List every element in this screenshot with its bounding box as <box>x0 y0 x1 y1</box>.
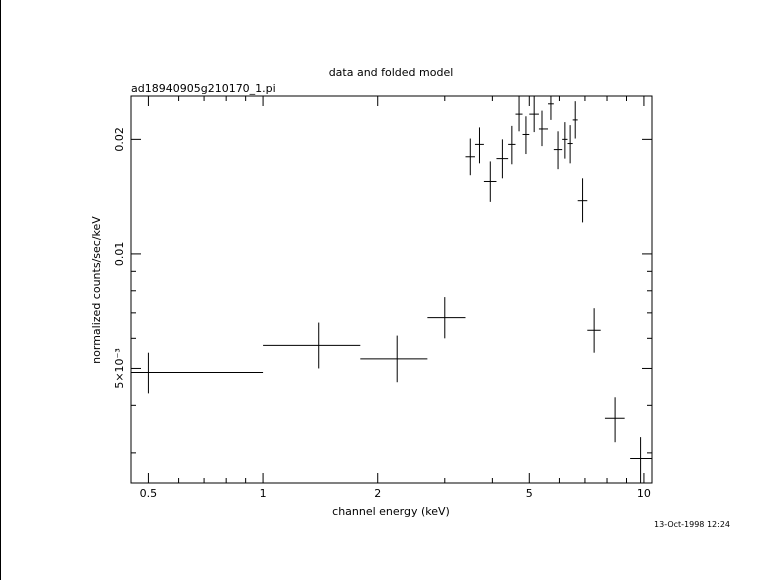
data-point <box>427 297 466 339</box>
plot-frame <box>130 95 653 484</box>
data-point <box>553 131 563 170</box>
data-point <box>496 139 509 179</box>
data-point <box>465 138 475 176</box>
x-tick-label: 10 <box>637 487 651 500</box>
data-point <box>548 96 554 120</box>
x-tick-label: 0.5 <box>140 487 158 500</box>
chart-title: data and folded model <box>329 66 454 79</box>
data-point <box>604 397 625 443</box>
y-tick-label: 0.02 <box>113 127 126 152</box>
window-left-edge <box>0 0 1 580</box>
data-point <box>630 437 652 483</box>
x-axis: 0.5 1 2 5 10 <box>140 96 651 500</box>
timestamp: 13-Oct-1998 12:24 <box>654 520 730 529</box>
data-point <box>515 96 523 132</box>
data-point <box>567 125 573 164</box>
data-point <box>263 322 361 369</box>
y-tick-label: 0.01 <box>113 242 126 267</box>
data-point <box>360 335 428 383</box>
x-axis-label: channel energy (keV) <box>332 505 450 518</box>
data-point <box>562 122 568 159</box>
data-point <box>538 110 549 147</box>
data-point <box>577 178 588 223</box>
data-point <box>131 352 264 394</box>
data-point <box>529 96 539 133</box>
y-axis-label: normalized counts/sec/keV <box>90 216 103 364</box>
y-axis: 5×10⁻³ 0.01 0.02 <box>113 127 652 454</box>
data-series <box>131 96 652 483</box>
data-point <box>572 101 578 139</box>
data-point <box>587 308 601 353</box>
data-point <box>474 127 484 164</box>
y-tick-label: 5×10⁻³ <box>113 348 126 388</box>
data-point <box>508 125 516 165</box>
x-tick-label: 1 <box>260 487 267 500</box>
x-tick-label: 5 <box>526 487 533 500</box>
data-point <box>483 161 497 202</box>
chart-subtitle: ad18940905g210170_1.pi <box>131 82 276 95</box>
x-tick-label: 2 <box>374 487 381 500</box>
data-point <box>522 116 530 155</box>
